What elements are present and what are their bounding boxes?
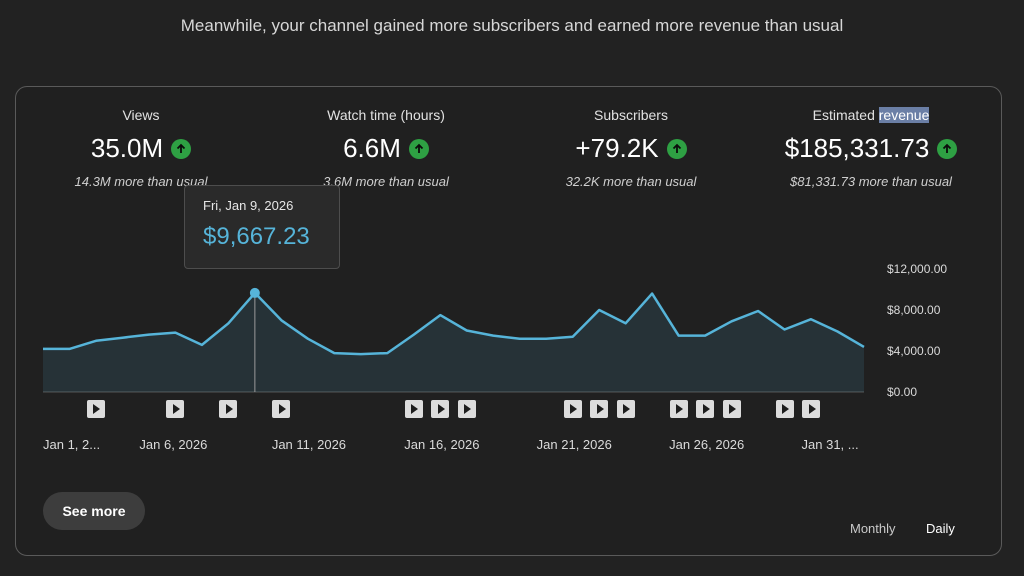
x-tick-label: Jan 31, ... [801,437,859,452]
arrow-up-icon [408,138,429,159]
revenue-area [43,292,864,392]
metric-watch-time[interactable]: Watch time (hours) 6.6M 3.6M more than u… [266,107,506,189]
video-marker-play-icon[interactable] [802,400,821,418]
y-tick-label: $0.00 [887,385,918,399]
video-marker-play-icon[interactable] [590,400,609,418]
x-tick-label: Jan 6, 2026 [139,437,208,452]
metric-views[interactable]: Views 35.0M 14.3M more than usual [21,107,261,189]
metric-estimated-revenue[interactable]: Estimated revenue $185,331.73 $81,331.73… [751,107,991,189]
headline: Meanwhile, your channel gained more subs… [180,16,844,35]
video-marker-play-icon[interactable] [272,400,291,418]
video-marker-play-icon[interactable] [669,400,688,418]
metric-label: Subscribers [594,107,668,123]
toggle-daily[interactable]: Daily [926,521,955,536]
metric-sub: 14.3M more than usual [74,174,208,189]
metric-sub: 3.6M more than usual [323,174,449,189]
toggle-monthly[interactable]: Monthly [850,521,896,536]
metric-label: Estimated revenue [751,107,991,123]
y-tick-label: $8,000.00 [887,303,941,317]
video-marker-play-icon[interactable] [563,400,582,418]
arrow-up-icon [171,138,192,159]
see-more-button[interactable]: See more [43,492,145,530]
metric-label-selected: revenue [878,107,930,123]
revenue-chart[interactable] [16,87,1001,467]
metric-label: Watch time (hours) [327,107,445,123]
video-marker-play-icon[interactable] [775,400,794,418]
tooltip-amount: $9,667.23 [203,223,310,250]
y-tick-label: $4,000.00 [887,344,941,358]
revenue-line [43,291,865,356]
video-marker-play-icon[interactable] [86,400,105,418]
x-tick-label: Jan 26, 2026 [669,437,745,452]
arrow-up-icon [937,138,958,159]
metric-label: Views [122,107,160,123]
video-marker-play-icon[interactable] [457,400,476,418]
video-marker-play-icon[interactable] [722,400,741,418]
metric-value: 35.0M [90,133,164,163]
video-marker-play-icon[interactable] [219,400,238,418]
metric-subscribers[interactable]: Subscribers +79.2K 32.2K more than usual [511,107,751,189]
tooltip-date: Fri, Jan 9, 2026 [203,198,294,213]
highlight-point[interactable] [249,287,260,298]
x-tick-label: Jan 11, 2026 [271,437,347,452]
metric-label-a: Estimated [812,107,879,123]
metric-sub: $81,331.73 more than usual [790,174,952,189]
x-tick-label: Jan 16, 2026 [404,437,480,452]
video-marker-play-icon[interactable] [404,400,423,418]
video-marker-play-icon[interactable] [696,400,715,418]
chart-tooltip: Fri, Jan 9, 2026 $9,667.23 [184,185,340,269]
y-tick-label: $12,000.00 [887,262,948,276]
metric-value: 6.6M [343,133,401,163]
arrow-up-icon [666,138,687,159]
video-marker-play-icon[interactable] [616,400,635,418]
revenue-card: Views 35.0M 14.3M more than usual Watch … [15,86,1002,556]
metric-value: $185,331.73 [784,133,930,163]
video-marker-play-icon[interactable] [431,400,450,418]
x-tick-label: Jan 21, 2026 [536,437,612,452]
metric-value: +79.2K [575,133,659,163]
metric-sub: 32.2K more than usual [565,174,697,189]
video-marker-play-icon[interactable] [166,400,185,418]
x-tick-label: Jan 1, 2... [43,437,101,452]
